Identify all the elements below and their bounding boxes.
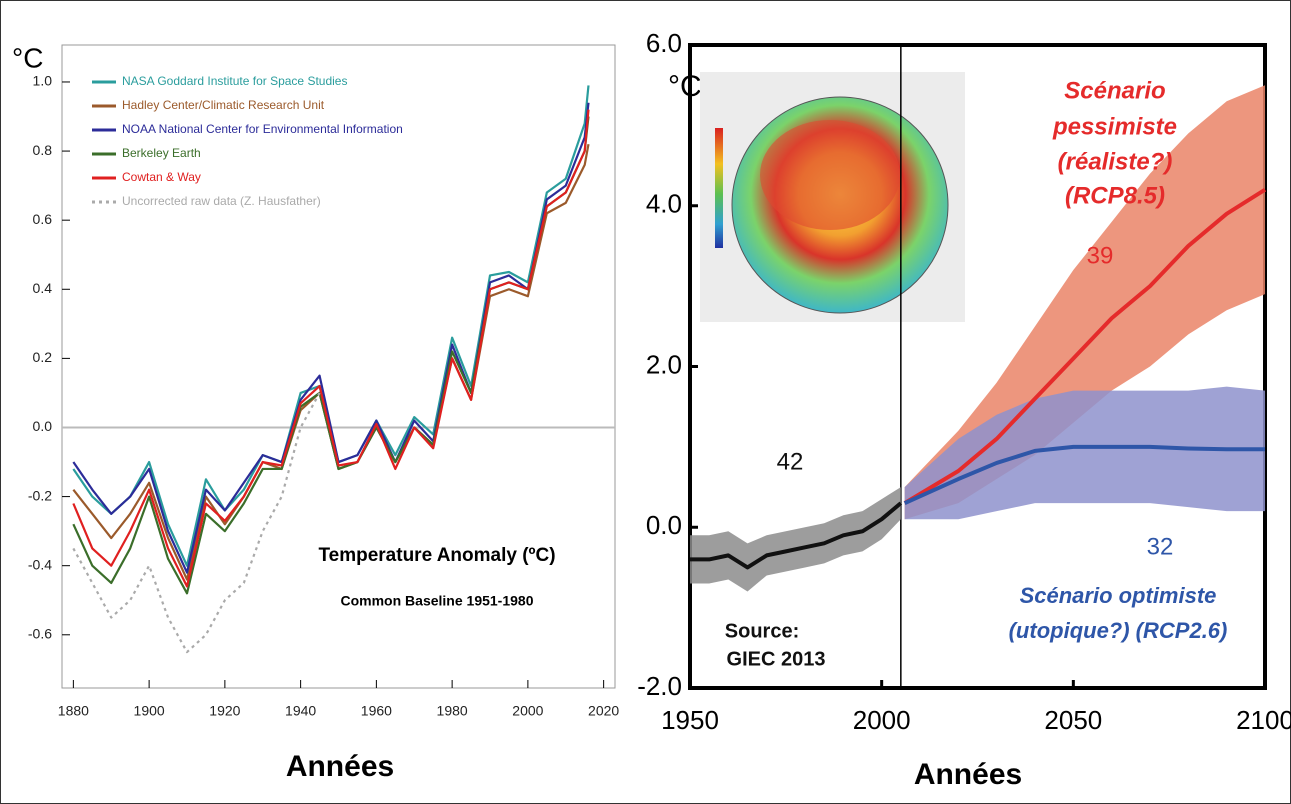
uncertainty-band — [904, 386, 1265, 520]
y-tick-label: 0.0 — [33, 418, 53, 434]
legend-label: Hadley Center/Climatic Research Unit — [122, 98, 325, 112]
y-tick-label: 6.0 — [646, 28, 682, 58]
annotation: pessimiste — [1052, 113, 1177, 140]
x-tick-label: 1920 — [209, 703, 240, 719]
y-tick-label: 0.8 — [33, 142, 53, 158]
annotation: 39 — [1087, 242, 1114, 269]
annotation: GIEC 2013 — [727, 648, 826, 670]
y-tick-label: 0.2 — [33, 349, 53, 365]
x-tick-label: 1980 — [437, 703, 468, 719]
y-label: °C — [12, 42, 43, 73]
legend-label: NOAA National Center for Environmental I… — [122, 122, 403, 136]
annotation: (réaliste?) — [1058, 148, 1173, 175]
y-tick-label: -0.4 — [28, 556, 52, 572]
y-tick-label: 1.0 — [33, 73, 53, 89]
y-label: °C — [668, 70, 702, 103]
globe-illustration — [700, 72, 965, 322]
x-tick-label: 2000 — [853, 705, 911, 735]
annotation: Scénario — [1064, 77, 1165, 104]
color-bar — [715, 128, 723, 248]
series-line — [72, 109, 590, 588]
legend-label: Uncorrected raw data (Z. Hausfather) — [122, 194, 321, 208]
annotation: 42 — [777, 448, 804, 475]
legend-label: NASA Goddard Institute for Space Studies — [122, 74, 347, 88]
x-tick-label: 1880 — [58, 703, 89, 719]
x-tick-label: 1900 — [134, 703, 165, 719]
y-tick-label: -0.6 — [28, 625, 52, 641]
annotation: (RCP8.5) — [1065, 182, 1165, 209]
x-tick-label: 1960 — [361, 703, 392, 719]
globe-hotspot — [760, 120, 900, 230]
y-tick-label: 4.0 — [646, 189, 682, 219]
x-tick-label: 1940 — [285, 703, 316, 719]
annotation: Source: — [725, 620, 799, 642]
legend-label: Berkeley Earth — [122, 146, 201, 160]
series-line — [690, 501, 903, 570]
legend-label: Cowtan & Way — [122, 170, 201, 184]
x-label: Années — [286, 750, 394, 783]
series-line — [903, 187, 1267, 505]
chart-subtitle: Common Baseline 1951-1980 — [341, 593, 534, 609]
x-tick-label: 2100 — [1236, 705, 1291, 735]
annotation: (utopique?) (RCP2.6) — [1009, 618, 1228, 643]
chart-title: Temperature Anomaly (ºC) — [318, 545, 555, 566]
annotation: 32 — [1147, 533, 1174, 560]
x-tick-label: 2020 — [588, 703, 619, 719]
y-tick-label: 0.4 — [33, 280, 53, 296]
left-plot-frame — [61, 44, 616, 689]
x-tick-label: 2050 — [1044, 705, 1102, 735]
y-tick-label: 2.0 — [646, 349, 682, 379]
uncertainty-band — [904, 85, 1265, 520]
y-tick-label: 0.0 — [646, 510, 682, 540]
y-tick-label: -0.2 — [28, 487, 52, 503]
series-line — [903, 444, 1265, 505]
y-tick-label: 0.6 — [33, 211, 53, 227]
y-tick-label: -2.0 — [637, 671, 682, 701]
x-label: Années — [914, 758, 1022, 791]
x-tick-label: 2000 — [512, 703, 543, 719]
x-tick-label: 1950 — [661, 705, 719, 735]
annotation: Scénario optimiste — [1020, 583, 1217, 608]
